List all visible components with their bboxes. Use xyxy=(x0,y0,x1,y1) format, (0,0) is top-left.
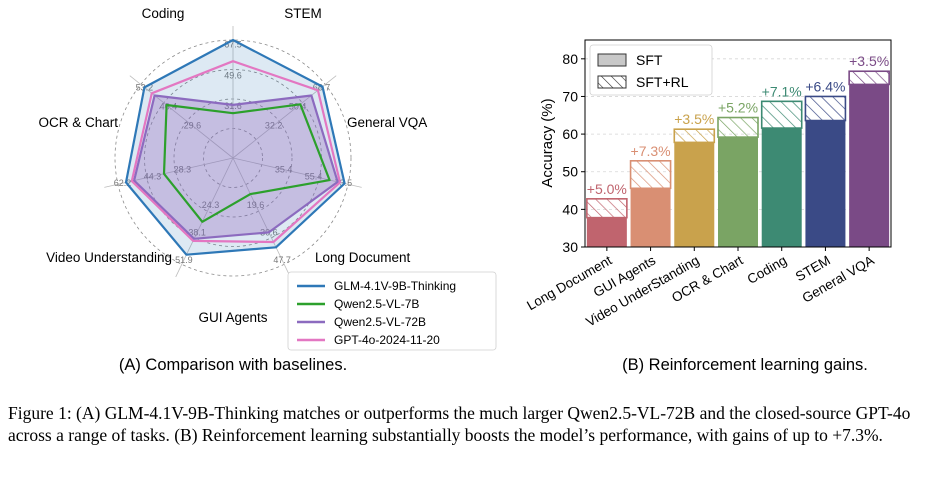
bar-sftrl-0 xyxy=(586,198,628,219)
bar-sft-2 xyxy=(674,142,715,247)
radar-spoke-6 xyxy=(129,75,234,159)
legend-frame xyxy=(287,271,497,351)
radar-spoke-1 xyxy=(232,75,337,159)
bar-sft-0 xyxy=(586,217,627,247)
radar-series-1 xyxy=(162,103,331,223)
bar-sftrl-2 xyxy=(673,128,716,144)
legend-swatch-sft xyxy=(597,53,627,67)
legend-label-sft: SFT xyxy=(636,52,663,68)
legend-label-0: GLM-4.1V-9B-Thinking xyxy=(334,279,456,293)
radar-tick-0-0: 67.5 xyxy=(224,40,242,50)
y-tick-label-4: 70 xyxy=(562,88,578,104)
radar-spoke-4 xyxy=(175,157,234,278)
gain-label-2: +3.5% xyxy=(674,111,714,127)
radar-tick-0-1: 49.6 xyxy=(224,70,242,80)
radar-tick-2-1: 55.4 xyxy=(305,171,323,181)
radar-tick-1-1: 50.4 xyxy=(289,101,307,111)
radar-tick-4-1: 38.1 xyxy=(188,227,206,237)
radar-tick-0-2: 31.6 xyxy=(224,101,242,111)
y-axis-label: Accuracy (%) xyxy=(539,98,556,187)
bar-chart: +5.0%+7.3%+3.5%+5.2%+7.1% +6.4%+3.5% 3040… xyxy=(524,39,892,330)
radar-tick-5-0: 62.2 xyxy=(114,178,132,188)
panel-b-title: (B) Reinforcement learning gains. xyxy=(622,356,868,374)
radar-category-1: STEM xyxy=(284,6,322,21)
legend-swatch-sft-rl xyxy=(597,75,627,89)
radar-tick-3-2: 19.6 xyxy=(247,200,265,210)
gain-label-4: +7.1% xyxy=(762,83,802,99)
legend-label-sft-rl: SFT+RL xyxy=(636,74,689,90)
figure-canvas: 67.549.631.668.750.432.273.555.435.447.7… xyxy=(38,6,892,374)
bar-sftrl-3 xyxy=(717,116,759,138)
panel-a-title: (A) Comparison with baselines. xyxy=(119,356,347,374)
radar-series-0 xyxy=(124,38,346,256)
legend-label-2: Qwen2.5-VL-72B xyxy=(334,315,426,329)
radar-category-6: OCR & Chart xyxy=(38,115,118,130)
radar-chart: 67.549.631.668.750.432.273.555.435.447.7… xyxy=(38,6,497,351)
radar-tick-6-2: 29.6 xyxy=(184,121,202,131)
gain-label-1: +7.3% xyxy=(631,143,671,159)
radar-category-2: General VQA xyxy=(347,115,427,130)
bar-sft-6 xyxy=(849,84,890,247)
bar-legend: SFT SFT+RL xyxy=(589,44,713,96)
radar-tick-3-0: 47.7 xyxy=(273,255,291,265)
radar-category-labels: Coding STEM General VQA Long Document GUI Ag… xyxy=(38,6,427,325)
radar-legend: GLM-4.1V-9B-Thinking Qwen2.5-VL-7B Qwen2.5… xyxy=(287,271,497,351)
radar-tick-5-2: 28.3 xyxy=(174,165,192,175)
bar-sft-1 xyxy=(630,188,671,247)
radar-spoke-3 xyxy=(232,157,291,278)
radar-tick-1-2: 32.2 xyxy=(265,121,283,131)
gain-label-6: +3.5% xyxy=(849,53,889,69)
radar-series-group xyxy=(124,38,346,256)
radar-category-4: GUI Agents xyxy=(198,310,267,325)
radar-tick-2-2: 35.4 xyxy=(275,165,293,175)
radar-tick-4-0: 51.9 xyxy=(175,255,193,265)
radar-category-3: Long Document xyxy=(315,250,411,265)
radar-ring-3 xyxy=(114,39,352,277)
gain-label-0: +5.0% xyxy=(587,181,627,197)
radar-category-5: Video Understanding xyxy=(46,250,172,265)
radar-series-3 xyxy=(130,60,342,244)
radar-tick-4-2: 24.3 xyxy=(202,200,220,210)
radar-tick-6-1: 46.4 xyxy=(160,101,178,111)
y-tick-label-2: 50 xyxy=(562,164,578,180)
bar-sftrl-5 xyxy=(804,95,847,122)
legend-label-1: Qwen2.5-VL-7B xyxy=(334,297,419,311)
bar-marks: +5.0%+7.3%+3.5%+5.2%+7.1% +6.4%+3.5% xyxy=(586,53,890,247)
gain-label-5: +6.4% xyxy=(805,78,845,94)
y-tick-label-5: 80 xyxy=(562,51,578,67)
x-tick-label-4: Coding xyxy=(745,253,790,287)
bar-sft-5 xyxy=(805,120,846,247)
y-axis-ticks: 30 40 50 60 70 80 xyxy=(562,51,585,255)
radar-grid xyxy=(104,26,362,278)
radar-series-2 xyxy=(133,94,339,240)
radar-tick-5-1: 44.3 xyxy=(144,171,162,181)
bar-sft-4 xyxy=(761,128,802,247)
bar-sft-3 xyxy=(718,137,758,247)
radar-category-0: Coding xyxy=(142,6,185,21)
y-tick-label-1: 40 xyxy=(562,201,578,217)
legend-label-3: GPT-4o-2024-11-20 xyxy=(334,333,440,347)
bar-sftrl-6 xyxy=(848,70,890,86)
bar-sftrl-1 xyxy=(629,160,672,190)
figure-caption: Figure 1: (A) GLM-4.1V-9B-Thinking match… xyxy=(8,403,911,445)
bar-sftrl-4 xyxy=(760,100,803,129)
y-tick-label-3: 60 xyxy=(562,126,578,142)
y-tick-label-0: 30 xyxy=(562,239,578,255)
gain-label-3: +5.2% xyxy=(718,100,758,116)
